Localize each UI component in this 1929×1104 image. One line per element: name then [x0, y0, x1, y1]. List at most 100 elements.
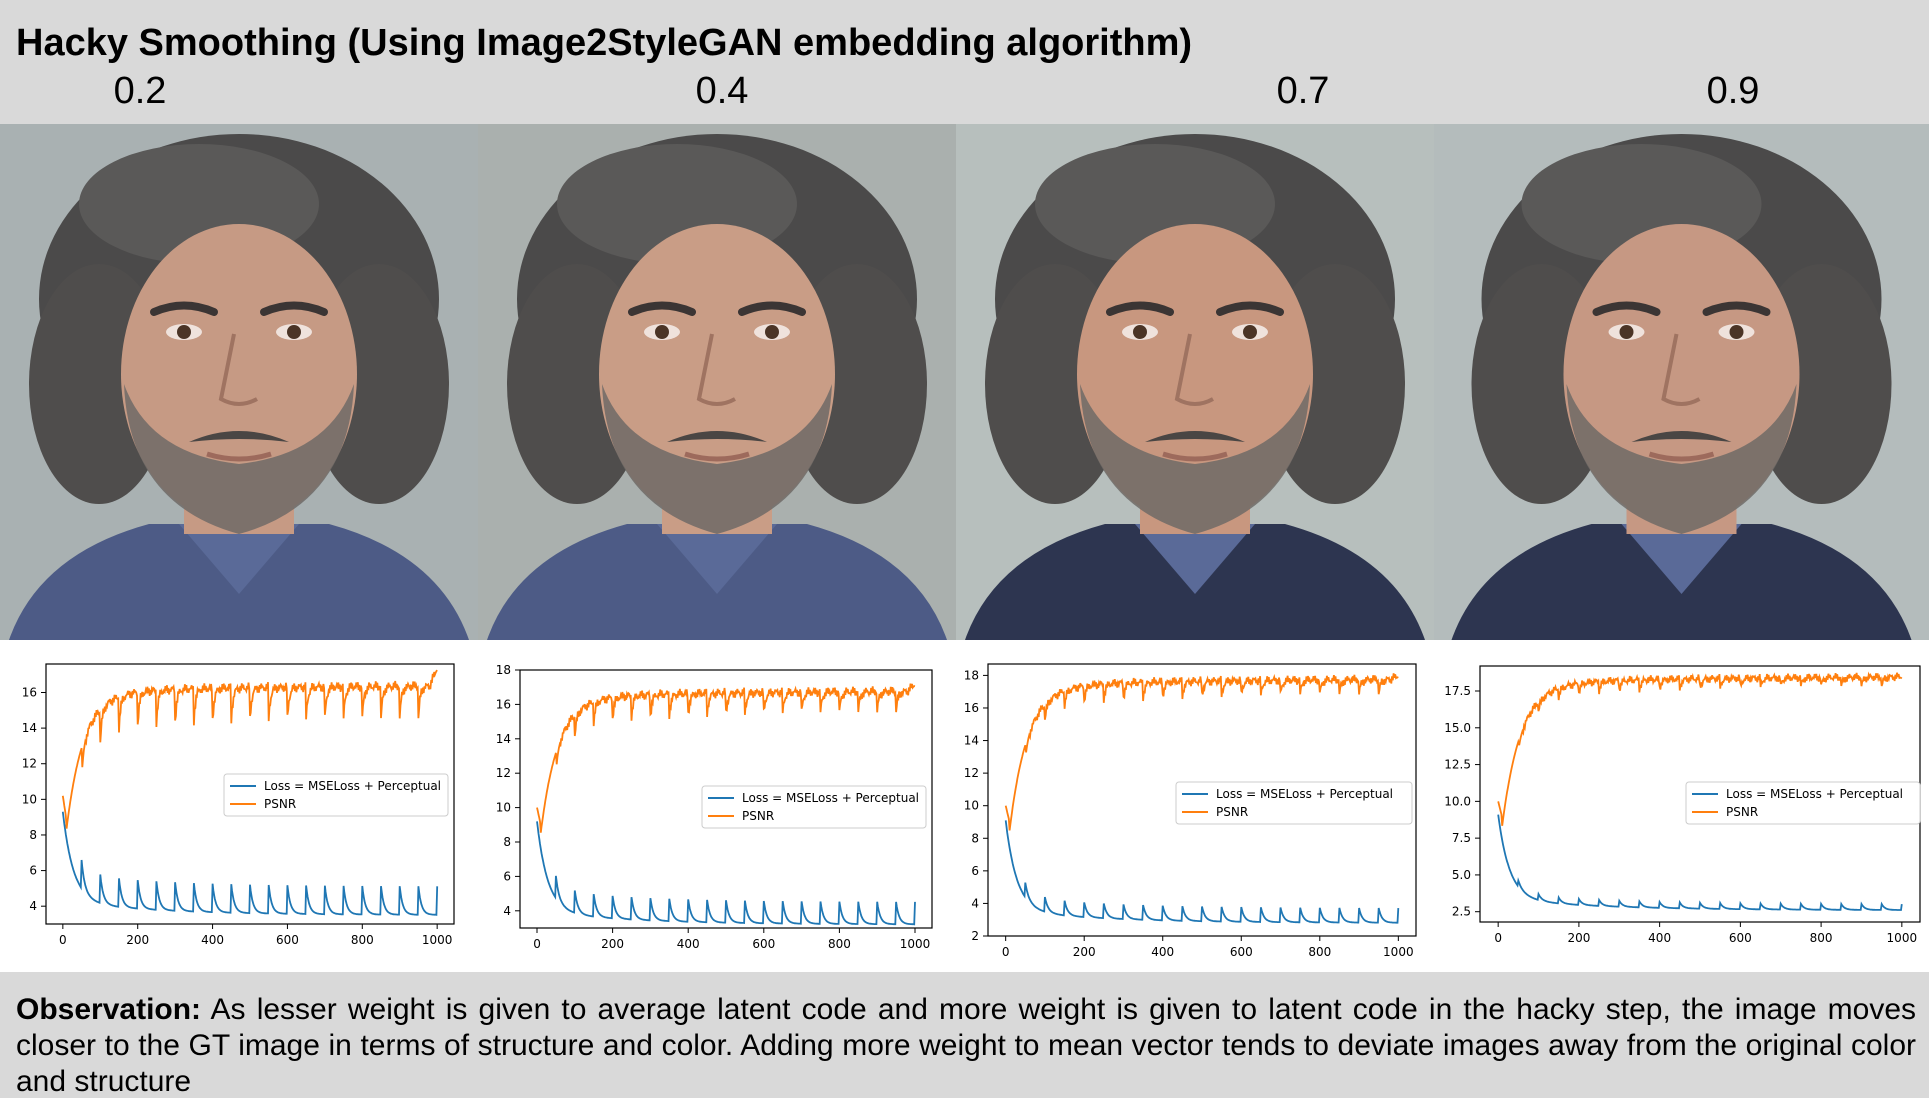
legend-label: PSNR: [742, 809, 774, 823]
legend-label: Loss = MSELoss + Perceptual: [264, 779, 441, 793]
x-tick-label: 1000: [1383, 945, 1414, 959]
y-tick-label: 5.0: [1452, 868, 1471, 882]
y-tick-label: 18: [964, 668, 979, 682]
face-portrait-svg: [0, 124, 478, 640]
chart-svg: 0 200 400 600 800 1000 2.5 5.0 7.5 10.0 12.5 15.0 17…: [1444, 665, 1921, 945]
y-tick-label: 14: [496, 732, 511, 746]
y-tick-label: 4: [971, 896, 979, 910]
chart-weight-1: 0 200 400 600 800 1000 4 6 8 10 12 14 16 18 Loss = MSE…: [478, 640, 948, 977]
y-tick-label: 6: [971, 864, 979, 878]
x-tick-label: 0: [533, 937, 541, 951]
y-tick-label: 2: [971, 929, 979, 943]
face-image-0: [0, 124, 478, 640]
chart-svg: 0 200 400 600 800 1000 4 6 8 10 12 14 16 18 Loss = MSE…: [496, 663, 933, 951]
y-tick-label: 10.0: [1444, 794, 1471, 808]
y-tick-label: 8: [503, 835, 511, 849]
y-tick-label: 10: [496, 801, 511, 815]
y-tick-label: 10: [22, 792, 37, 806]
weight-label-3: 0.9: [1706, 70, 1760, 112]
observation-text: Observation: As lesser weight is given t…: [16, 992, 1916, 1100]
series-line-loss: [1004, 820, 1400, 924]
legend-label: PSNR: [1726, 805, 1758, 819]
legend-box: [223, 773, 449, 817]
legend-label: Loss = MSELoss + Perceptual: [1216, 787, 1393, 801]
y-tick-label: 12: [22, 757, 37, 771]
x-tick-label: 600: [752, 937, 775, 951]
y-tick-label: 10: [964, 799, 979, 813]
y-tick-label: 14: [964, 734, 979, 748]
legend-label: PSNR: [264, 797, 296, 811]
x-tick-label: 600: [1729, 931, 1752, 945]
observation-band: Observation: As lesser weight is given t…: [0, 972, 1929, 1098]
y-tick-label: 6: [503, 869, 511, 883]
x-tick-label: 800: [1810, 931, 1833, 945]
header-band: Hacky Smoothing (Using Image2StyleGAN em…: [0, 0, 1929, 124]
x-tick-label: 0: [59, 933, 67, 947]
series-line-psnr: [61, 669, 438, 829]
y-tick-label: 16: [496, 697, 511, 711]
y-tick-label: 8: [971, 831, 979, 845]
x-tick-label: 200: [1073, 945, 1096, 959]
y-tick-label: 4: [503, 904, 511, 918]
y-tick-label: 12: [496, 766, 511, 780]
y-tick-label: 15.0: [1444, 721, 1471, 735]
y-tick-label: 8: [29, 828, 37, 842]
series-line-psnr: [1497, 671, 1903, 826]
y-tick-label: 16: [964, 701, 979, 715]
series-line-loss: [61, 811, 439, 916]
series-line-loss: [1497, 814, 1903, 911]
slide-title: Hacky Smoothing (Using Image2StyleGAN em…: [16, 22, 1193, 64]
face-image-row: [0, 124, 1929, 640]
chart-row: 0 200 400 600 800 1000 4 6 8 10 12 14 16 Loss = MSELo…: [0, 640, 1929, 972]
legend-label: PSNR: [1216, 805, 1248, 819]
x-tick-label: 1000: [1887, 931, 1918, 945]
y-tick-label: 12.5: [1444, 758, 1471, 772]
series-line-psnr: [536, 683, 916, 833]
legend-label: Loss = MSELoss + Perceptual: [1726, 787, 1903, 801]
x-tick-label: 600: [276, 933, 299, 947]
face-portrait-svg: [956, 124, 1434, 640]
y-tick-label: 12: [964, 766, 979, 780]
x-tick-label: 600: [1230, 945, 1253, 959]
x-tick-label: 400: [1648, 931, 1671, 945]
x-tick-label: 0: [1494, 931, 1502, 945]
observation-label: Observation:: [16, 993, 202, 1026]
bottom-strip: [0, 1098, 1929, 1104]
x-tick-label: 800: [828, 937, 851, 951]
face-image-2: [956, 124, 1434, 640]
series-line-loss: [536, 821, 916, 926]
legend-box: [701, 785, 927, 829]
legend-box: [1685, 781, 1921, 825]
chart-weight-2: 0 200 400 600 800 1000 2 4 6 8 10 12 14 16 18 Loss = MS…: [956, 640, 1426, 977]
y-tick-label: 17.5: [1444, 684, 1471, 698]
y-tick-label: 2.5: [1452, 905, 1471, 919]
chart-svg: 0 200 400 600 800 1000 4 6 8 10 12 14 16 Loss = MSELo…: [22, 663, 455, 947]
weight-label-1: 0.4: [695, 70, 749, 112]
y-tick-label: 14: [22, 721, 37, 735]
face-portrait-svg: [478, 124, 956, 640]
y-tick-label: 4: [29, 899, 37, 913]
y-tick-label: 18: [496, 663, 511, 677]
y-tick-label: 6: [29, 864, 37, 878]
y-tick-label: 7.5: [1452, 831, 1471, 845]
x-tick-label: 1000: [422, 933, 453, 947]
series-line-psnr: [1004, 673, 1399, 831]
x-tick-label: 400: [1151, 945, 1174, 959]
x-tick-label: 800: [351, 933, 374, 947]
legend-box: [1175, 781, 1413, 825]
x-tick-label: 400: [677, 937, 700, 951]
x-tick-label: 200: [601, 937, 624, 951]
x-tick-label: 200: [126, 933, 149, 947]
chart-svg: 0 200 400 600 800 1000 2 4 6 8 10 12 14 16 18 Loss = MS…: [964, 663, 1417, 959]
legend-label: Loss = MSELoss + Perceptual: [742, 791, 919, 805]
face-image-1: [478, 124, 956, 640]
x-tick-label: 800: [1308, 945, 1331, 959]
weight-label-0: 0.2: [113, 70, 167, 112]
face-portrait-svg: [1434, 124, 1929, 640]
y-tick-label: 16: [22, 685, 37, 699]
x-tick-label: 200: [1567, 931, 1590, 945]
x-tick-label: 1000: [900, 937, 931, 951]
weight-label-2: 0.7: [1276, 70, 1330, 112]
chart-weight-3: 0 200 400 600 800 1000 2.5 5.0 7.5 10.0 12.5 15.0 17…: [1434, 640, 1929, 977]
x-tick-label: 0: [1002, 945, 1010, 959]
